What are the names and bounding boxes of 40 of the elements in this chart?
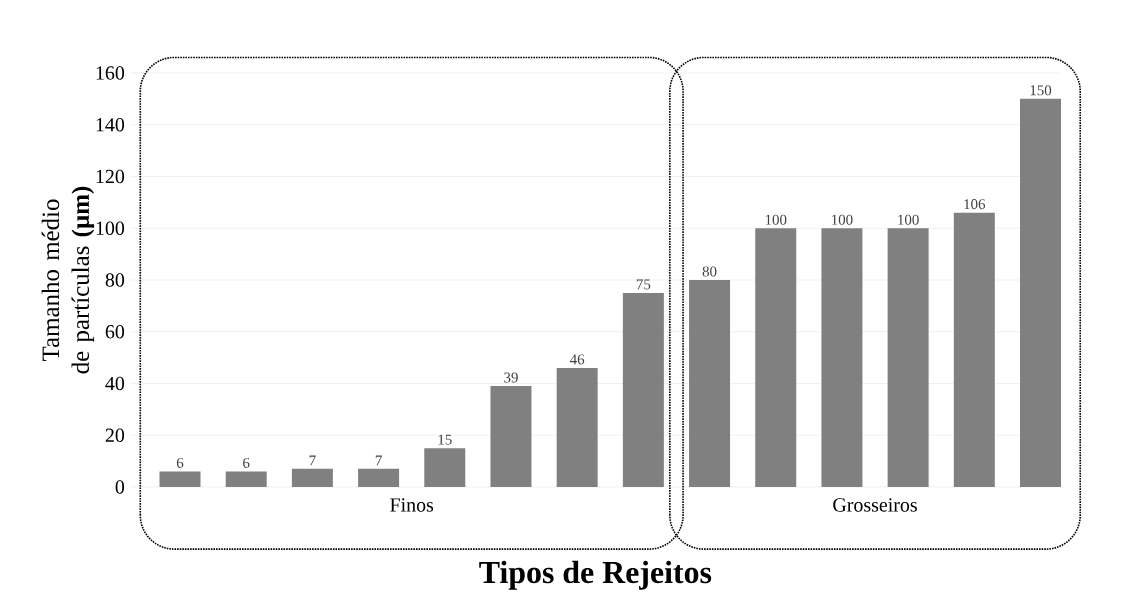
y-tick-label: 40	[105, 376, 125, 391]
data-label: 6	[243, 457, 250, 468]
bar	[689, 279, 731, 487]
text: Grosseiros	[833, 498, 917, 512]
x-axis-title: Tipos de Rejeitos	[479, 560, 712, 590]
y-tick-label: 20	[105, 428, 125, 442]
data-label: 7	[375, 455, 382, 466]
bar	[225, 471, 267, 487]
y-tick-label: 100	[96, 221, 125, 235]
bar	[1020, 98, 1062, 487]
y-tick-label: 140	[96, 118, 125, 132]
bar	[424, 448, 466, 487]
bar	[622, 292, 664, 487]
data-label: 100	[765, 214, 787, 225]
data-label: 15	[438, 434, 452, 445]
bar	[887, 228, 929, 487]
text: Finos	[390, 498, 434, 512]
bar	[953, 212, 995, 487]
data-label: 6	[176, 457, 184, 468]
y-tick-label: 80	[105, 273, 125, 287]
bar	[358, 468, 400, 487]
bar	[490, 386, 532, 487]
bar	[755, 228, 797, 487]
bar	[159, 471, 201, 487]
y-tick-label: 0	[115, 480, 125, 494]
data-label: 106	[964, 199, 986, 210]
data-label: 80	[702, 266, 717, 277]
data-label: 150	[1030, 85, 1052, 96]
data-label: 7	[309, 455, 316, 466]
bar	[291, 468, 333, 487]
data-label: 100	[898, 214, 919, 225]
y-tick-label: 60	[105, 325, 125, 339]
bar	[556, 367, 598, 487]
y-tick-label: 120	[96, 169, 125, 184]
data-label: 46	[569, 354, 585, 365]
data-label: 39	[504, 372, 518, 383]
data-label: 100	[832, 214, 853, 225]
bar	[821, 228, 863, 487]
data-label: 75	[636, 279, 651, 290]
y-tick-label: 160	[96, 66, 125, 80]
